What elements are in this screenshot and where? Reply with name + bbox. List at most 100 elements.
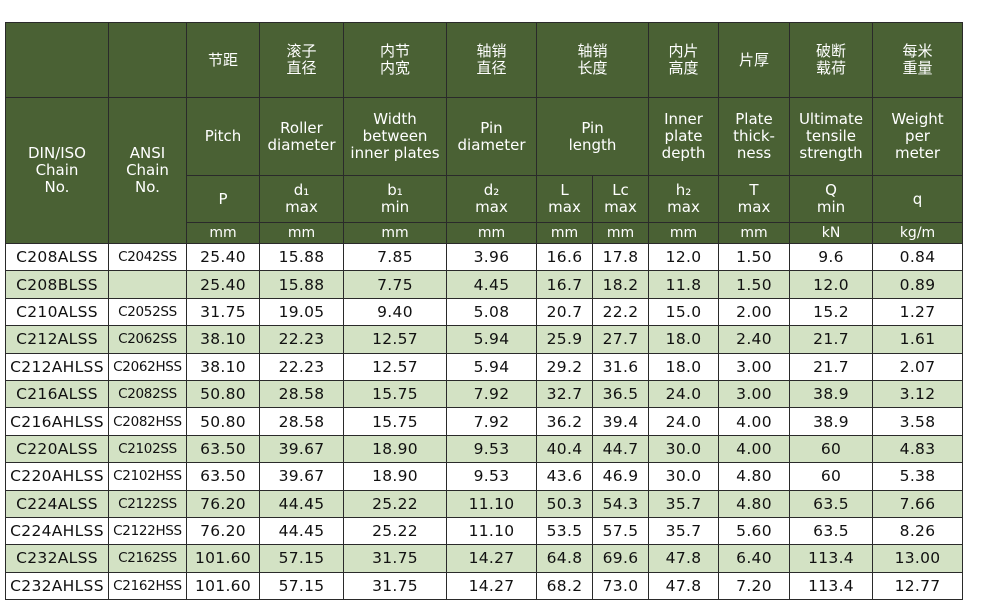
data-cell: 25.40 <box>186 242 260 272</box>
data-cell: 15.0 <box>648 297 720 327</box>
data-cell: 50.80 <box>186 379 260 409</box>
data-cell: 44.45 <box>259 489 344 518</box>
data-cell: 15.88 <box>259 242 344 272</box>
data-cell: 101.60 <box>186 544 260 573</box>
data-cell: 63.50 <box>186 434 260 464</box>
data-cell: 3.00 <box>718 379 791 409</box>
data-cell: 4.80 <box>718 489 791 518</box>
header-unit: mm <box>536 222 593 244</box>
header-unit: mm <box>343 222 447 244</box>
spec-table: 节距 滚子 直径 内节 内宽 轴销 直径 轴销 长度 内片 高度 片厚 破断 载荷 每米 重量 D… <box>5 22 1000 601</box>
header-unit: kg/m <box>872 222 964 244</box>
data-cell: 31.75 <box>186 297 260 327</box>
data-cell: 12.57 <box>343 325 447 354</box>
data-cell: 50.80 <box>186 407 260 436</box>
header-cell-en: Width between inner plates <box>343 97 447 176</box>
data-cell: 54.3 <box>591 489 650 518</box>
data-cell: 15.2 <box>789 297 874 327</box>
header-unit: mm <box>259 222 344 244</box>
data-cell: 63.5 <box>789 489 874 518</box>
header-cell-en: Pitch <box>186 97 260 176</box>
data-cell: 39.67 <box>259 434 344 464</box>
data-cell: 20.7 <box>536 297 593 327</box>
chain-ansi: C2082HSS <box>108 407 187 436</box>
data-cell: 9.6 <box>789 242 874 272</box>
header-cell <box>5 22 109 98</box>
data-cell: 17.8 <box>591 242 650 272</box>
data-cell: 11.10 <box>446 516 537 546</box>
header-cell-en: Weight per meter <box>872 97 964 176</box>
chain-ansi: C2052SS <box>108 297 187 327</box>
chain-iso: C224ALSS <box>5 489 109 518</box>
data-cell: 25.22 <box>343 489 447 518</box>
data-cell: 113.4 <box>789 571 874 601</box>
data-cell: 30.0 <box>648 434 720 464</box>
data-cell: 15.88 <box>259 270 344 299</box>
header-symbol: d₁ max <box>259 175 344 223</box>
data-cell: 47.8 <box>648 544 720 573</box>
chain-ansi: C2102HSS <box>108 462 187 491</box>
table-row: C212ALSS C2062SS 38.10 22.23 12.57 5.94 25.9 27… <box>5 325 1000 354</box>
chain-iso: C232ALSS <box>5 544 109 573</box>
data-cell: 50.3 <box>536 489 593 518</box>
chain-iso: C216AHLSS <box>5 407 109 436</box>
data-cell: 30.0 <box>648 462 720 491</box>
data-cell: 36.5 <box>591 379 650 409</box>
header-cell-cn: 内节 内宽 <box>343 22 447 98</box>
table-row: C210ALSS C2052SS 31.75 19.05 9.40 5.08 20.7 22.… <box>5 297 1000 327</box>
data-cell: 7.92 <box>446 407 537 436</box>
header-symbol: P <box>186 175 260 223</box>
data-cell: 18.2 <box>591 270 650 299</box>
header-symbol: L max <box>536 175 593 223</box>
data-cell: 1.50 <box>718 242 791 272</box>
data-cell: 5.60 <box>718 516 791 546</box>
chain-iso: C212ALSS <box>5 325 109 354</box>
data-cell: 43.6 <box>536 462 593 491</box>
data-cell: 2.07 <box>872 352 964 381</box>
data-cell: 7.66 <box>872 489 964 518</box>
data-cell: 21.7 <box>789 325 874 354</box>
data-cell: 4.00 <box>718 407 791 436</box>
chain-iso: C232AHLSS <box>5 571 109 601</box>
chain-iso: C216ALSS <box>5 379 109 409</box>
data-cell: 47.8 <box>648 571 720 601</box>
data-cell: 12.0 <box>648 242 720 272</box>
data-cell: 25.22 <box>343 516 447 546</box>
header-cell-cn: 内片 高度 <box>648 22 720 98</box>
chain-ansi: C2062HSS <box>108 352 187 381</box>
data-cell: 35.7 <box>648 516 720 546</box>
chain-ansi <box>108 270 187 299</box>
data-cell: 4.45 <box>446 270 537 299</box>
header-cell-cn: 破断 载荷 <box>789 22 874 98</box>
data-cell: 4.00 <box>718 434 791 464</box>
data-cell: 68.2 <box>536 571 593 601</box>
data-cell: 3.58 <box>872 407 964 436</box>
data-cell: 76.20 <box>186 489 260 518</box>
table-row: C216AHLSS C2082HSS 50.80 28.58 15.75 7.92 36.2… <box>5 407 1000 436</box>
data-cell: 18.90 <box>343 462 447 491</box>
data-cell: 46.9 <box>591 462 650 491</box>
header-cell-en: Pin length <box>535 97 650 176</box>
header-symbol: Lc max <box>591 175 650 223</box>
data-cell: 8.26 <box>872 516 964 546</box>
data-cell: 9.40 <box>343 297 447 327</box>
header-cell-cn: 轴销 长度 <box>535 22 650 98</box>
data-cell: 76.20 <box>186 516 260 546</box>
header-unit: mm <box>648 222 720 244</box>
data-cell: 16.6 <box>536 242 593 272</box>
data-cell: 9.53 <box>446 462 537 491</box>
data-cell: 22.2 <box>591 297 650 327</box>
header-symbol: b₁ min <box>343 175 447 223</box>
header-cell-en: Ultimate tensile strength <box>789 97 874 176</box>
data-cell: 4.80 <box>718 462 791 491</box>
data-cell: 16.7 <box>536 270 593 299</box>
table-row: 节距 滚子 直径 内节 内宽 轴销 直径 轴销 长度 内片 高度 片厚 破断 载荷 每米 重量 <box>5 22 1000 98</box>
data-cell: 57.5 <box>591 516 650 546</box>
table-body: C208ALSS C2042SS 25.40 15.88 7.85 3.96 16.6 17.… <box>5 242 1000 601</box>
header-cell-en: Pin diameter <box>446 97 537 176</box>
header-symbol: d₂ max <box>446 175 537 223</box>
data-cell: 11.10 <box>446 489 537 518</box>
chain-iso: C210ALSS <box>5 297 109 327</box>
chain-ansi: C2062SS <box>108 325 187 354</box>
